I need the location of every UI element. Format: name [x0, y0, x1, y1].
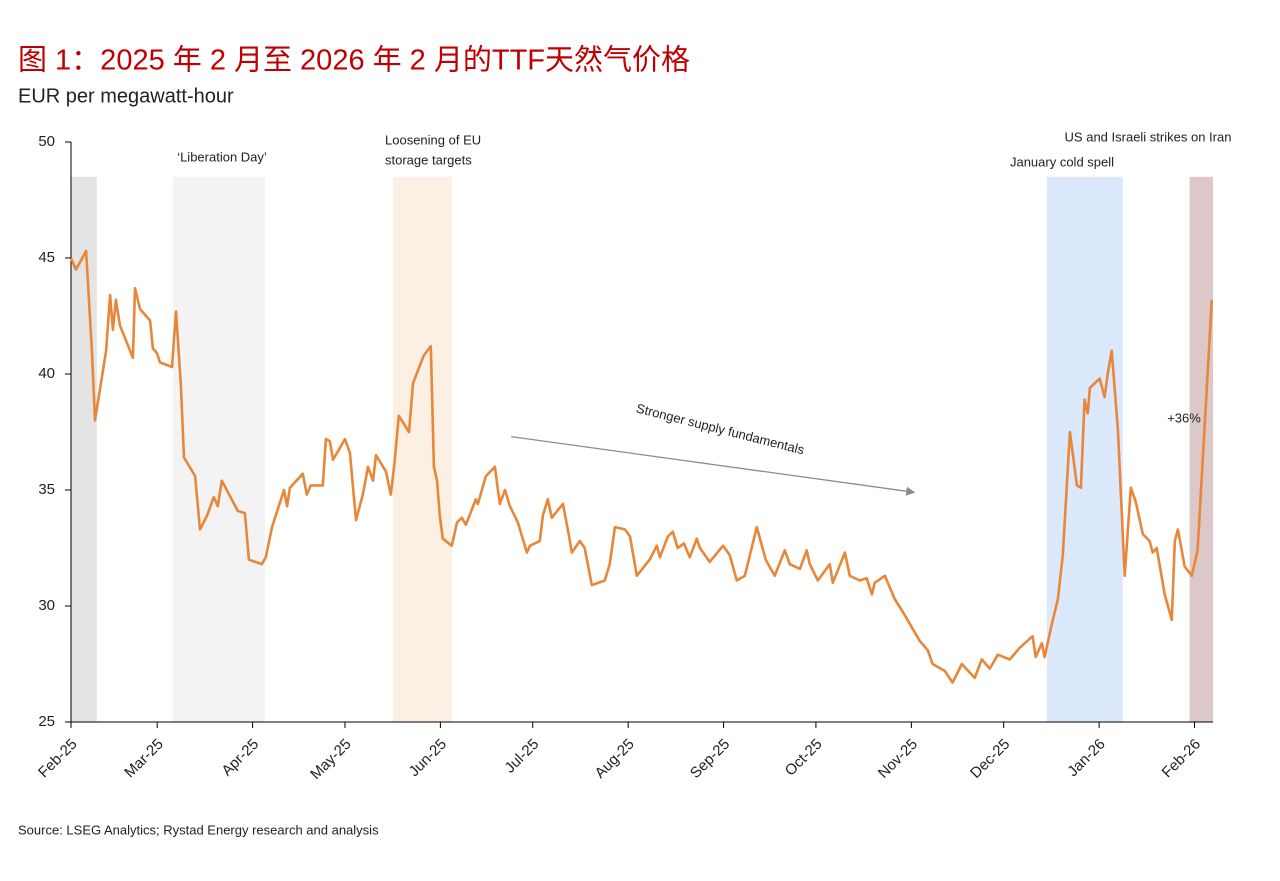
- y-tick-label: 45: [38, 249, 55, 266]
- trend-arrow: [511, 435, 916, 496]
- annotation: +36%: [1167, 410, 1201, 425]
- y-tick-label: 35: [38, 481, 55, 498]
- shaded-region: [392, 176, 452, 723]
- x-tick-label: Dec-25: [967, 736, 1013, 782]
- x-tick-label: Apr-25: [218, 736, 262, 780]
- x-tick-label: Feb-26: [1159, 736, 1205, 782]
- x-tick-label: Nov-25: [875, 736, 921, 782]
- annotation: January cold spell: [1010, 154, 1114, 169]
- price-line: [69, 249, 1214, 684]
- annotation: Loosening of EU: [385, 132, 481, 147]
- x-tick-label: Feb-25: [35, 736, 81, 782]
- shaded-region: [172, 176, 265, 723]
- y-tick-label: 40: [38, 365, 55, 382]
- shaded-region: [71, 176, 97, 723]
- x-tick-label: Oct-25: [782, 736, 826, 780]
- annotation: Stronger supply fundamentals: [635, 401, 807, 458]
- x-tick-label: May-25: [307, 736, 354, 783]
- x-tick-label: Jun-25: [406, 736, 450, 780]
- y-tick-label: 25: [38, 713, 55, 730]
- x-tick-label: Mar-25: [121, 736, 167, 782]
- annotation: US and Israeli strikes on Iran: [1065, 129, 1232, 144]
- x-tick-label: Jul-25: [501, 736, 542, 777]
- x-tick-label: Sep-25: [687, 736, 733, 782]
- shaded-region: [1046, 176, 1123, 723]
- y-tick-label: 50: [38, 133, 55, 150]
- x-tick-label: Aug-25: [592, 736, 638, 782]
- y-tick-label: 30: [38, 597, 55, 614]
- annotation: storage targets: [385, 152, 472, 167]
- chart-title: 图 1：2025 年 2 月至 2026 年 2 月的TTF天然气价格: [18, 44, 690, 77]
- source-note: Source: LSEG Analytics; Rystad Energy re…: [18, 822, 379, 837]
- annotation: ‘Liberation Day’: [177, 149, 267, 164]
- chart-subtitle: EUR per megawatt-hour: [18, 85, 234, 107]
- x-tick-label: Jan-26: [1064, 736, 1108, 780]
- shaded-region: [1189, 176, 1213, 723]
